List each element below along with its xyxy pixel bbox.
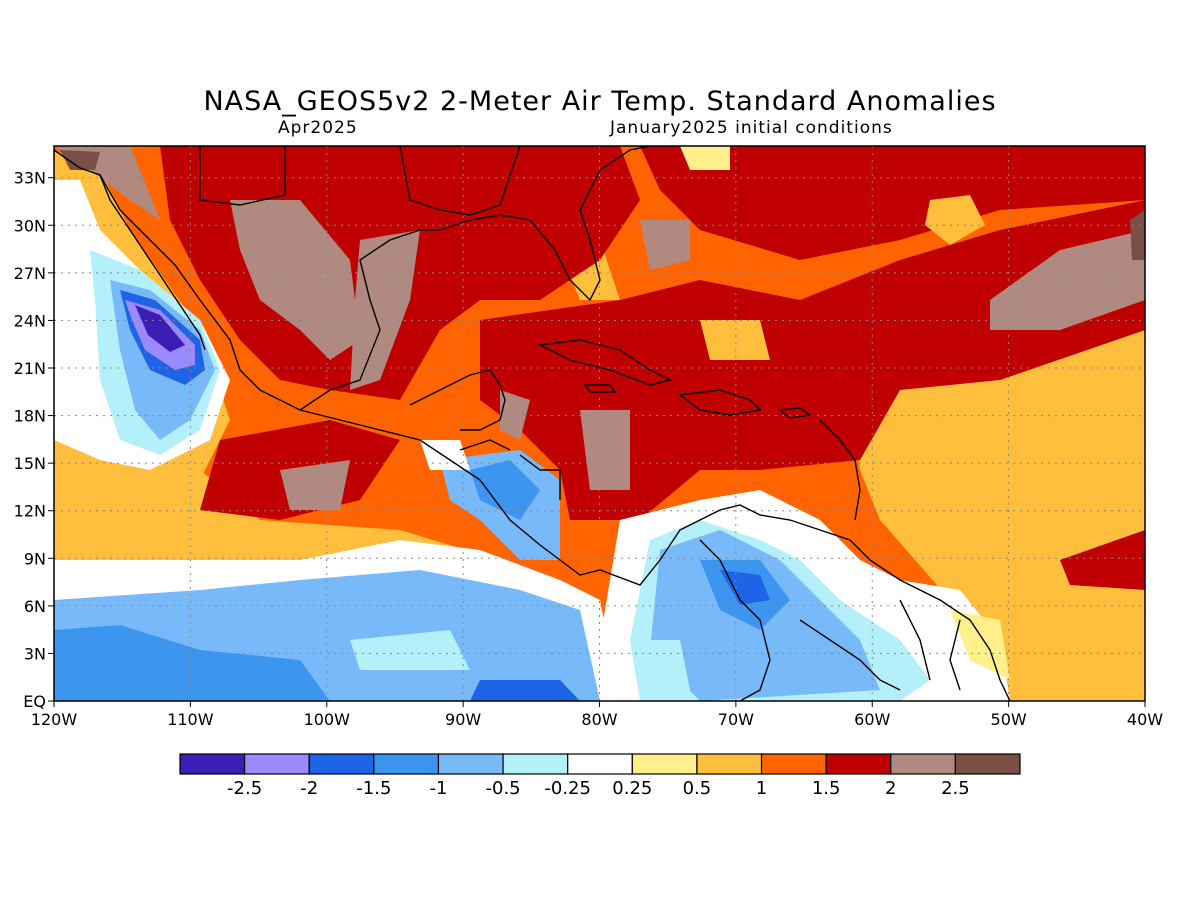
lat-tick-label: 30N	[14, 216, 46, 235]
lon-tick-label: 100W	[304, 710, 351, 729]
lat-tick-label: 27N	[14, 264, 46, 283]
lat-tick-label: 9N	[24, 549, 46, 568]
longitude-axis: 120W 110W 100W 90W 80W 70W 60W 50W 40W	[31, 701, 1163, 729]
colorbar-label: 0.25	[612, 778, 652, 799]
colorbar-label: -1.5	[356, 778, 391, 799]
lon-tick-label: 80W	[581, 710, 617, 729]
colorbar-swatch	[890, 753, 956, 775]
lat-tick-label: 33N	[14, 169, 46, 188]
colorbar-label: 2	[885, 778, 896, 799]
anomaly-field	[54, 146, 1145, 701]
colorbar-label: 1	[756, 778, 767, 799]
colorbar-swatch	[567, 753, 633, 775]
lon-tick-label: 110W	[167, 710, 214, 729]
colorbar-swatch	[244, 753, 310, 775]
latitude-axis: EQ 3N 6N 9N 12N 15N 18N 21N 24N 27N 30N 33N	[14, 169, 54, 711]
lon-tick-label: 90W	[445, 710, 481, 729]
lat-tick-label: 21N	[14, 359, 46, 378]
colorbar-label: -1	[429, 778, 447, 799]
colorbar-label: 0.5	[683, 778, 712, 799]
colorbar-label: 1.5	[812, 778, 841, 799]
grid-lines	[54, 146, 1145, 701]
lat-tick-label: 3N	[24, 644, 46, 663]
lon-tick-label: 50W	[991, 710, 1027, 729]
forecast-month: Apr2025	[278, 118, 358, 138]
coastlines	[54, 146, 1011, 701]
lon-tick-label: 70W	[718, 710, 754, 729]
initial-conditions: January2025 initial conditions	[610, 118, 893, 138]
colorbar-swatch	[502, 753, 569, 775]
lat-tick-label: 12N	[14, 502, 46, 521]
lon-tick-label: 60W	[854, 710, 890, 729]
colorbar-label: -2.5	[227, 778, 262, 799]
colorbar-swatch	[437, 753, 504, 775]
colorbar-swatch	[308, 753, 375, 775]
colorbar-label: -0.25	[544, 778, 591, 799]
lon-tick-label: 120W	[31, 710, 78, 729]
colorbar-swatch	[179, 753, 246, 775]
colorbar-swatch	[373, 753, 440, 775]
map-title: NASA_GEOS5v2 2-Meter Air Temp. Standard …	[203, 86, 997, 117]
lat-tick-label: 6N	[24, 597, 46, 616]
colorbar-swatch	[760, 753, 827, 775]
colorbar-label: -2	[300, 778, 318, 799]
colorbar-swatch	[825, 753, 892, 775]
colorbar-label: -0.5	[486, 778, 521, 799]
colorbar-label: 2.5	[941, 778, 970, 799]
colorbar-swatch	[954, 753, 1021, 775]
lon-tick-label: 40W	[1127, 710, 1163, 729]
lat-tick-label: EQ	[23, 692, 46, 711]
colorbar-swatch	[631, 753, 698, 775]
lat-tick-label: 24N	[14, 311, 46, 330]
colorbar: -2.5 -2 -1.5 -1 -0.5 -0.25 0.25 0.5 1 1.5 2 2.5	[179, 753, 1021, 799]
colorbar-swatch	[696, 753, 763, 775]
lat-tick-label: 15N	[14, 454, 46, 473]
lat-tick-label: 18N	[14, 407, 46, 426]
